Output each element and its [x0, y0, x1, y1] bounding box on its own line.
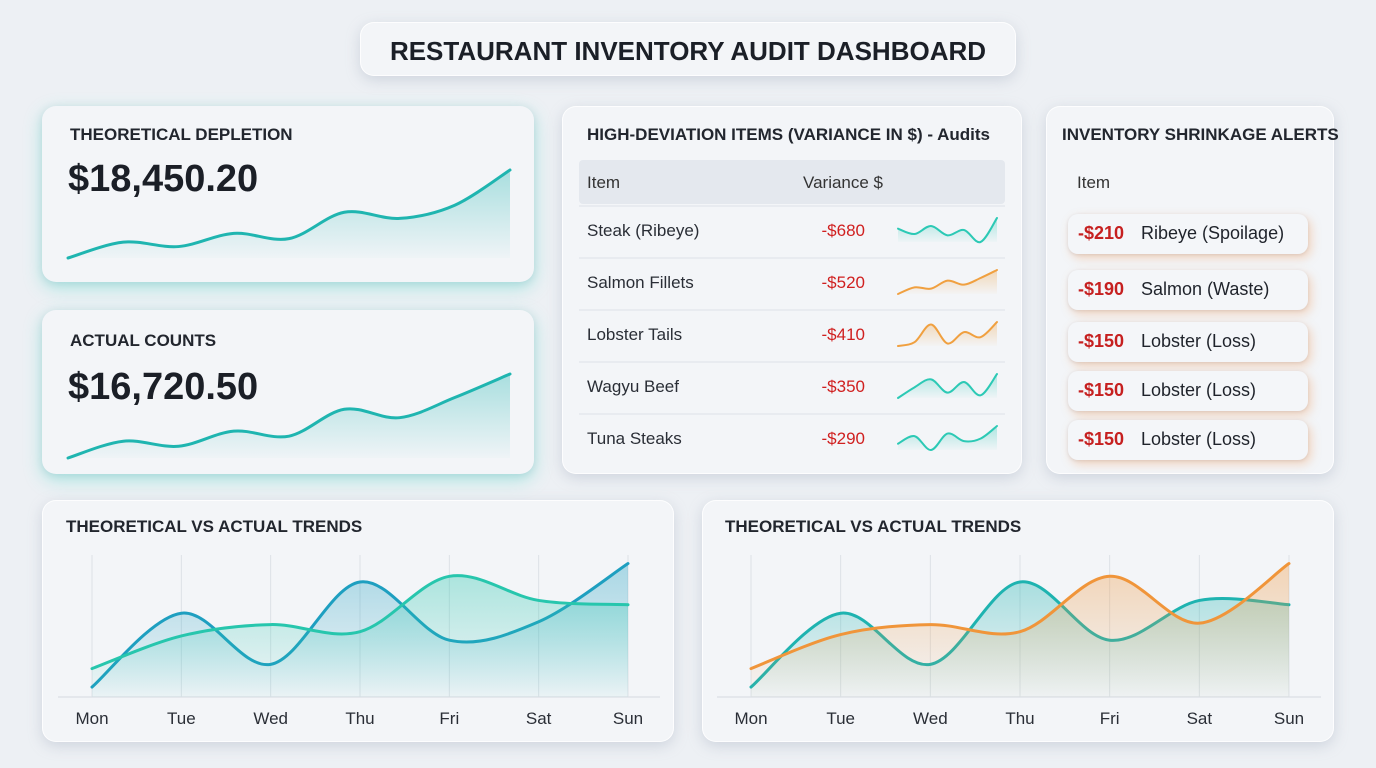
alert-label: Lobster (Loss): [1141, 380, 1257, 400]
sparkline: [897, 321, 998, 347]
sparkline: [897, 425, 998, 451]
series-area: [751, 563, 1289, 697]
sparkline-area: [898, 322, 997, 346]
sparkline: [66, 372, 512, 460]
alert-label: Lobster (Loss): [1141, 429, 1257, 449]
sparkline: [897, 217, 998, 244]
series-area: [92, 575, 628, 697]
alert-amount: -$150: [1078, 380, 1125, 400]
column-header: Item: [587, 173, 621, 192]
x-tick-label: Wed: [253, 709, 288, 728]
alert-amount: -$210: [1078, 223, 1125, 243]
kpi-value: $16,720.50: [68, 366, 259, 408]
alert-label: Salmon (Waste): [1141, 279, 1270, 299]
item-name: Salmon Fillets: [587, 273, 694, 292]
x-tick-label: Sun: [1274, 709, 1304, 728]
kpi-value: $18,450.20: [68, 158, 259, 200]
sparkline-area: [898, 374, 997, 398]
variance-value: -$680: [821, 221, 865, 240]
sparkline: [897, 269, 998, 295]
alert-label: Ribeye (Spoilage): [1141, 223, 1285, 243]
table-title: HIGH-DEVIATION ITEMS (VARIANCE IN $) - A…: [587, 125, 990, 144]
item-name: Lobster Tails: [587, 325, 683, 344]
variance-value: -$350: [821, 377, 865, 396]
alerts-title: INVENTORY SHRINKAGE ALERTS: [1062, 125, 1339, 144]
sparkline-area: [68, 374, 510, 458]
alert-amount: -$150: [1078, 429, 1125, 449]
alert-pill: [1068, 322, 1308, 362]
x-tick-label: Thu: [1005, 709, 1034, 728]
variance-value: -$520: [821, 273, 865, 292]
column-header: Item: [1077, 173, 1111, 192]
x-tick-label: Sat: [526, 709, 552, 728]
series-line: [749, 580, 1291, 689]
x-tick-label: Fri: [1100, 709, 1120, 728]
item-name: Wagyu Beef: [587, 377, 679, 396]
alert-pill: [1068, 420, 1308, 460]
chart-title: THEORETICAL VS ACTUAL TRENDS: [725, 517, 1022, 536]
item-name: Steak (Ribeye): [587, 221, 700, 240]
series-line: [90, 574, 630, 671]
alert-amount: -$190: [1078, 279, 1125, 299]
dashboard-title: RESTAURANT INVENTORY AUDIT DASHBOARD: [389, 36, 987, 66]
x-tick-label: Wed: [913, 709, 948, 728]
variance-value: -$290: [821, 429, 865, 448]
kpi-label: ACTUAL COUNTS: [70, 331, 217, 350]
x-tick-label: Mon: [75, 709, 108, 728]
x-tick-label: Sat: [1187, 709, 1213, 728]
kpi-label: THEORETICAL DEPLETION: [70, 125, 293, 144]
x-tick-label: Sun: [613, 709, 643, 728]
alert-label: Lobster (Loss): [1141, 331, 1257, 351]
x-tick-label: Fri: [439, 709, 459, 728]
column-header: Variance $: [803, 173, 884, 192]
chart-title: THEORETICAL VS ACTUAL TRENDS: [66, 517, 363, 536]
table-header: [579, 160, 1005, 204]
title-box: [360, 22, 1016, 76]
x-tick-label: Tue: [167, 709, 196, 728]
alert-pill: [1068, 371, 1308, 411]
x-tick-label: Tue: [826, 709, 855, 728]
alert-pill: [1068, 270, 1308, 310]
sparkline-area: [68, 170, 510, 258]
sparkline-area: [898, 270, 997, 294]
alert-amount: -$150: [1078, 331, 1125, 351]
variance-value: -$410: [821, 325, 865, 344]
sparkline: [897, 373, 998, 399]
alert-pill: [1068, 214, 1308, 254]
x-tick-label: Mon: [734, 709, 767, 728]
item-name: Tuna Steaks: [587, 429, 682, 448]
x-tick-label: Thu: [345, 709, 374, 728]
sparkline: [66, 168, 512, 260]
series-line: [749, 562, 1291, 671]
sparkline-area: [898, 218, 997, 243]
